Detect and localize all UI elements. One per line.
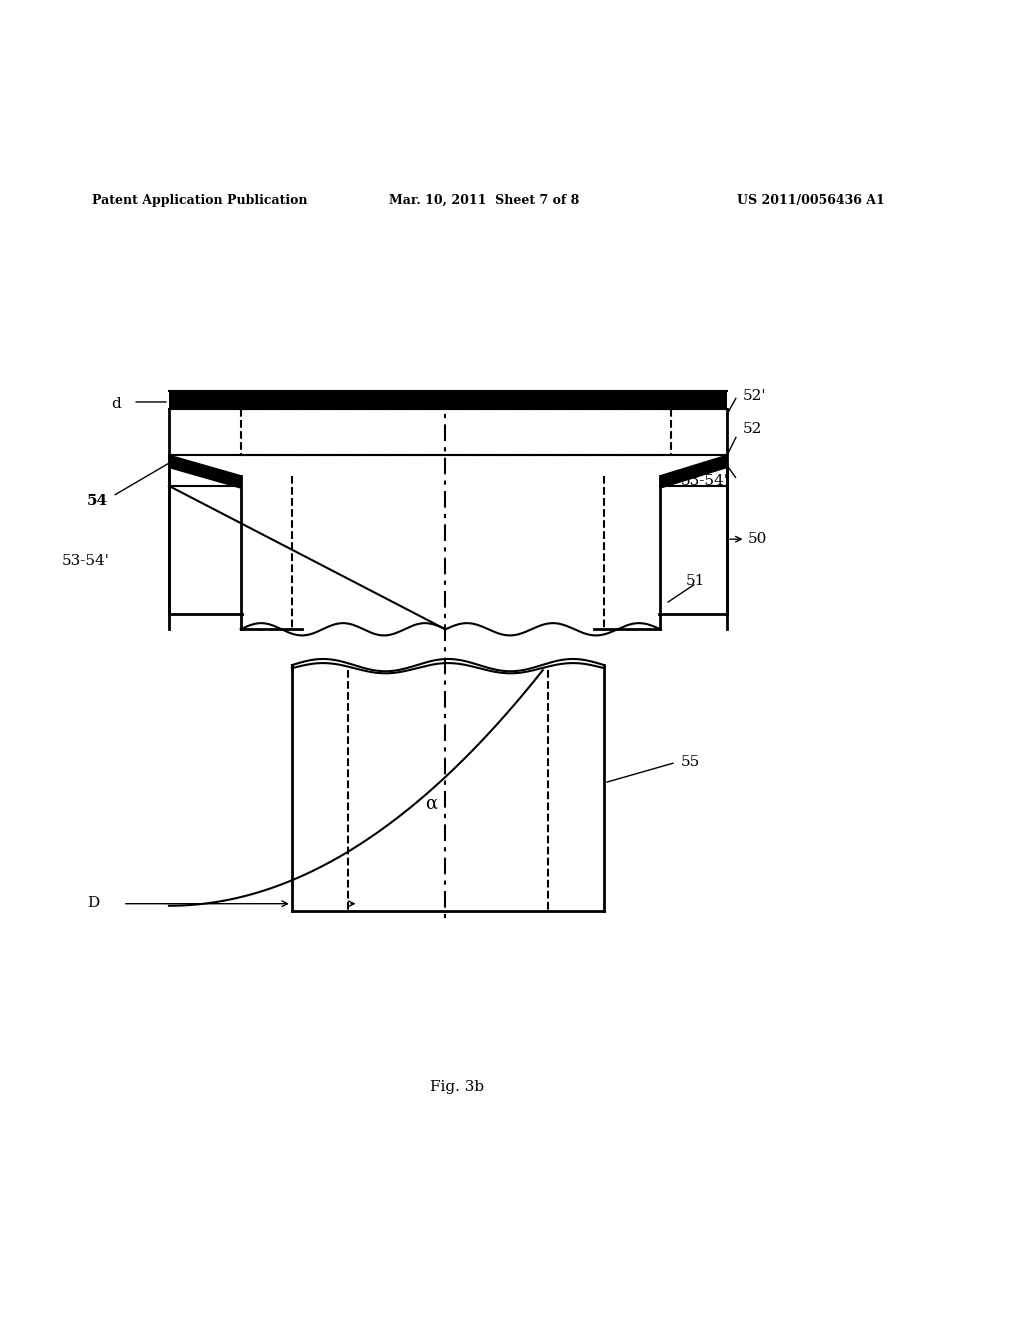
Text: Fig. 3b: Fig. 3b	[430, 1080, 484, 1094]
Polygon shape	[169, 455, 241, 488]
Text: D: D	[87, 896, 99, 909]
Text: d: d	[111, 397, 121, 411]
Text: 55: 55	[681, 755, 700, 770]
Text: 52': 52'	[742, 389, 766, 403]
Text: 52: 52	[742, 421, 762, 436]
Text: α: α	[425, 795, 437, 812]
Text: 51: 51	[686, 574, 706, 589]
Text: 50: 50	[748, 532, 767, 546]
Text: Mar. 10, 2011  Sheet 7 of 8: Mar. 10, 2011 Sheet 7 of 8	[389, 194, 580, 207]
Text: 54: 54	[87, 494, 109, 508]
Text: US 2011/0056436 A1: US 2011/0056436 A1	[737, 194, 885, 207]
Text: Patent Application Publication: Patent Application Publication	[92, 194, 307, 207]
Bar	[169, 391, 727, 409]
Text: 53-54': 53-54'	[61, 553, 110, 568]
Text: 53-54': 53-54'	[681, 474, 729, 488]
Polygon shape	[660, 455, 727, 488]
